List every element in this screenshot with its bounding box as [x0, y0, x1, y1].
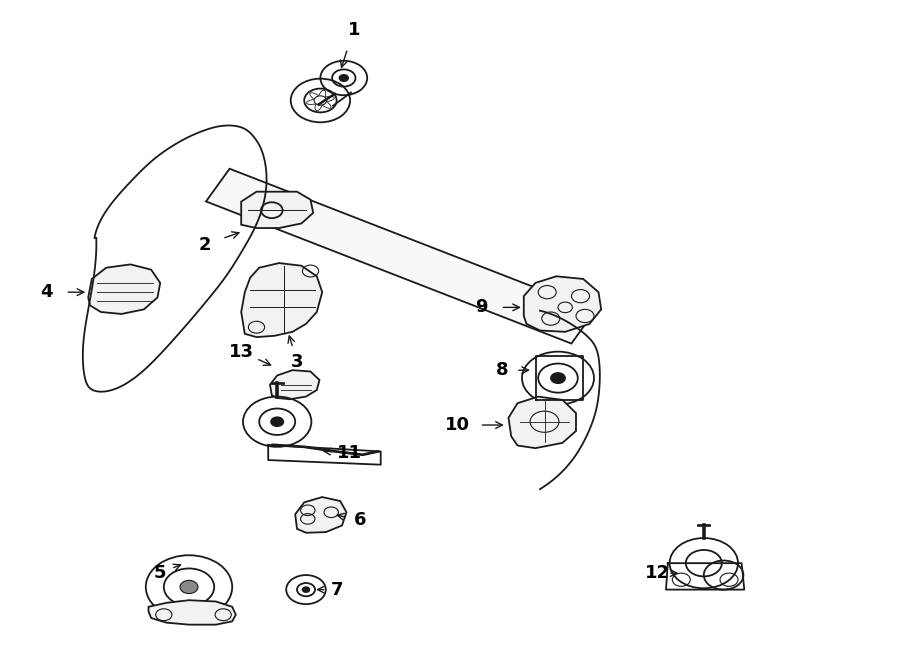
Circle shape	[271, 417, 284, 426]
Text: 13: 13	[229, 342, 254, 361]
Polygon shape	[88, 264, 160, 314]
Text: 1: 1	[347, 20, 360, 39]
Circle shape	[551, 373, 565, 383]
Text: 6: 6	[354, 511, 366, 529]
Circle shape	[302, 587, 310, 592]
Text: 4: 4	[40, 283, 53, 301]
Polygon shape	[241, 192, 313, 228]
Text: 7: 7	[331, 580, 344, 599]
Polygon shape	[295, 497, 346, 533]
Polygon shape	[270, 370, 320, 399]
Polygon shape	[148, 600, 236, 625]
Text: 3: 3	[291, 352, 303, 371]
Circle shape	[339, 75, 348, 81]
Polygon shape	[524, 276, 601, 332]
Text: 5: 5	[154, 564, 166, 582]
Text: 2: 2	[199, 235, 212, 254]
Polygon shape	[206, 169, 595, 344]
Polygon shape	[508, 397, 576, 448]
Polygon shape	[241, 263, 322, 337]
Circle shape	[180, 580, 198, 594]
Text: 10: 10	[445, 416, 470, 434]
Text: 8: 8	[496, 361, 508, 379]
Text: 12: 12	[644, 564, 670, 582]
Text: 11: 11	[337, 444, 362, 462]
Text: 9: 9	[475, 298, 488, 317]
